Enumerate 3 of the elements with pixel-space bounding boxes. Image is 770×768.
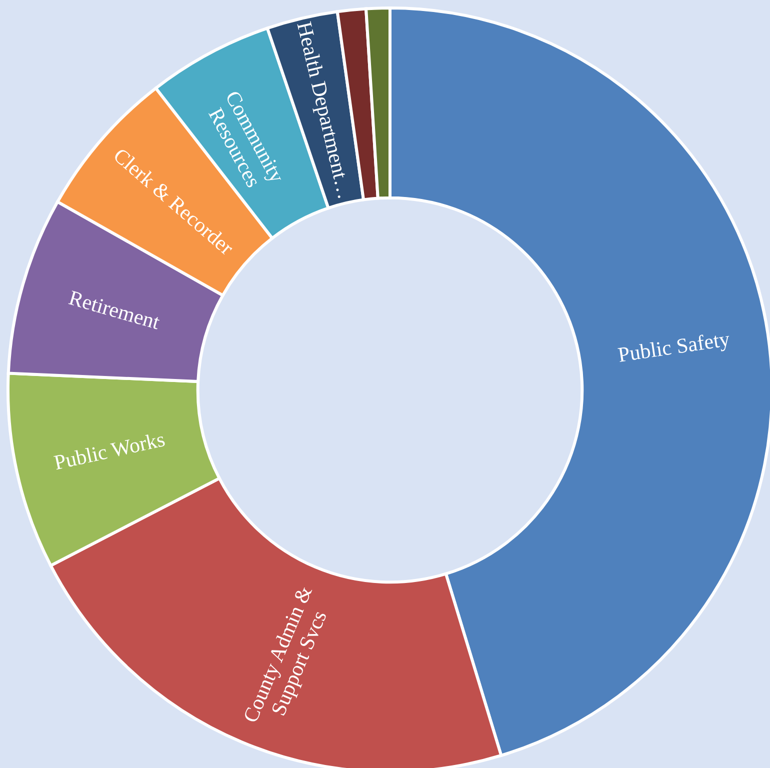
slice-label: Public Works — [52, 426, 168, 475]
slice-label: Public Safety — [616, 326, 732, 367]
slice-label: Health Department… — [292, 19, 358, 202]
